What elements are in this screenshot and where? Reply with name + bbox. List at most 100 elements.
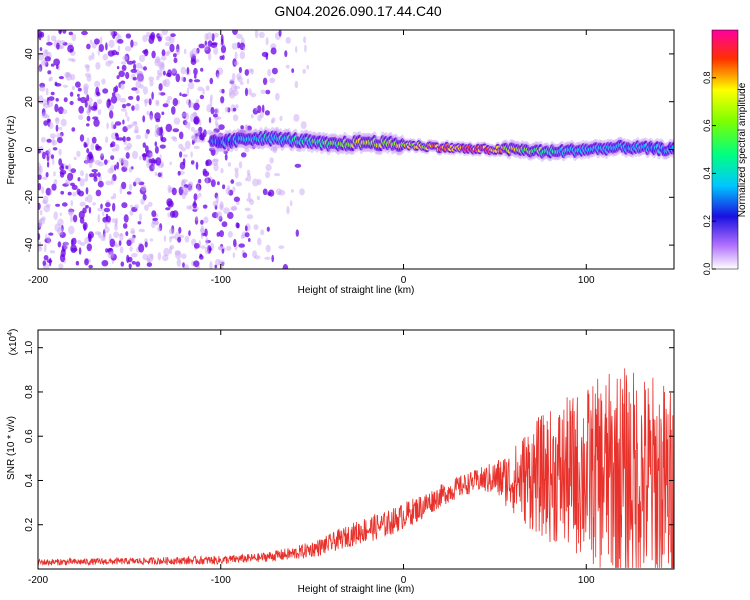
noise-blob: [187, 81, 195, 90]
noise-blob: [157, 252, 162, 261]
noise-blob: [202, 88, 205, 95]
noise-blob: [50, 154, 55, 160]
snr-plot: [38, 368, 674, 569]
noise-blob: [154, 112, 161, 121]
noise-blob: [67, 163, 71, 172]
noise-blob: [98, 44, 105, 52]
noise-blob: [139, 84, 144, 89]
noise-blob: [262, 77, 268, 86]
noise-blob: [130, 230, 136, 235]
noise-blob: [100, 203, 103, 209]
noise-blob: [84, 258, 89, 266]
noise-blob: [166, 72, 171, 77]
noise-blob: [125, 71, 130, 80]
noise-blob: [246, 169, 251, 176]
noise-blob: [115, 85, 119, 93]
noise-blob: [202, 204, 208, 209]
noise-blob: [285, 37, 291, 44]
noise-blob: [181, 178, 188, 183]
noise-blob: [236, 33, 243, 39]
noise-blob: [46, 203, 51, 208]
noise-blob: [117, 39, 124, 44]
noise-blob: [154, 141, 158, 147]
noise-blob: [221, 221, 228, 228]
spectrogram-y-tick-label: 20: [24, 96, 35, 108]
noise-blob: [52, 136, 55, 145]
noise-blob: [115, 144, 120, 152]
noise-blob: [55, 124, 59, 132]
noise-blob: [155, 124, 159, 132]
noise-blob: [62, 84, 69, 88]
noise-blob: [161, 30, 169, 36]
noise-blob: [120, 61, 127, 65]
noise-blob: [131, 261, 136, 265]
noise-blob: [46, 100, 54, 108]
noise-blob: [88, 55, 92, 61]
noise-blob: [77, 93, 80, 97]
spectrogram-x-tick-label: 0: [401, 275, 407, 286]
noise-blob: [131, 236, 136, 244]
noise-blob: [110, 196, 114, 200]
noise-blob: [205, 237, 209, 246]
noise-blob: [220, 45, 227, 54]
noise-blob: [234, 170, 239, 179]
noise-blob: [114, 132, 119, 137]
snr-multiplier: (x104): [7, 329, 19, 356]
noise-blob: [103, 207, 111, 213]
noise-blob: [44, 243, 47, 253]
noise-blob: [156, 69, 163, 75]
noise-blob: [84, 156, 90, 165]
noise-blob: [151, 91, 154, 100]
noise-blob: [303, 36, 307, 44]
noise-blob: [77, 239, 82, 245]
noise-blob: [169, 236, 172, 243]
colorbar: [711, 29, 739, 270]
noise-blob: [99, 36, 103, 45]
noise-blob: [85, 205, 89, 209]
noise-blob: [86, 123, 90, 127]
noise-blob: [255, 106, 259, 112]
noise-blob: [179, 161, 186, 170]
noise-blob: [193, 193, 198, 201]
noise-blob: [208, 117, 212, 124]
noise-blob: [105, 215, 111, 223]
noise-blob: [70, 244, 77, 254]
noise-blob: [160, 134, 164, 142]
noise-blob: [84, 196, 88, 202]
noise-blob: [42, 199, 47, 204]
noise-blob: [212, 200, 219, 207]
noise-blob: [190, 151, 193, 158]
spectrogram-y-tick-label: -40: [24, 237, 35, 252]
noise-blob: [142, 253, 148, 261]
noise-blob: [234, 61, 239, 66]
noise-blob: [213, 46, 219, 55]
noise-blob: [213, 163, 219, 172]
noise-blob: [116, 161, 120, 170]
noise-blob: [58, 106, 64, 115]
noise-blob: [52, 158, 55, 166]
noise-blob: [83, 141, 87, 148]
noise-blob: [69, 100, 74, 106]
noise-blob: [242, 252, 248, 258]
noise-blob: [252, 250, 258, 258]
noise-blob: [38, 165, 43, 174]
noise-blob: [248, 88, 252, 96]
noise-blob: [38, 149, 41, 154]
noise-blob: [216, 73, 220, 80]
noise-blob: [243, 46, 246, 51]
noise-blob: [114, 121, 122, 126]
noise-blob: [45, 172, 49, 178]
noise-blob: [291, 68, 295, 73]
noise-blob: [192, 202, 198, 209]
noise-blob: [120, 108, 127, 112]
noise-blob: [209, 77, 214, 85]
noise-blob: [65, 165, 69, 170]
noise-blob: [199, 228, 206, 234]
noise-blob: [260, 89, 267, 95]
noise-blob: [101, 260, 109, 267]
noise-blob: [97, 180, 104, 188]
noise-blob: [94, 38, 100, 45]
noise-blob: [143, 66, 147, 71]
noise-blob: [49, 188, 53, 195]
noise-blob: [145, 31, 151, 38]
